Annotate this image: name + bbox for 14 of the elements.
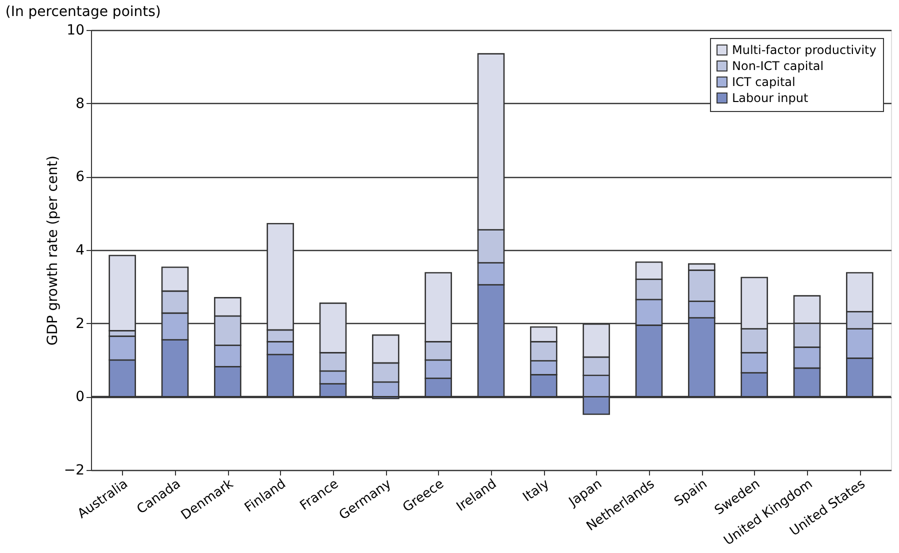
legend-label: Non-ICT capital <box>732 59 824 73</box>
y-tick-label: 8 <box>76 96 84 112</box>
x-tick-label: Italy <box>520 476 552 506</box>
y-tick-label: −2 <box>64 462 84 478</box>
y-tick-label: 4 <box>76 242 85 258</box>
legend-label: ICT capital <box>732 75 796 89</box>
y-tick-label: 10 <box>66 22 84 38</box>
chart-title: (In percentage points) <box>5 4 161 20</box>
y-axis-title: GDP growth rate (per cent) <box>44 156 61 346</box>
y-tick-label: 0 <box>76 389 84 406</box>
y-tick-label: 2 <box>76 316 84 332</box>
legend-label: Multi-factor productivity <box>732 43 876 57</box>
legend-label: Labour input <box>732 91 809 105</box>
y-tick-label: 6 <box>76 169 85 186</box>
